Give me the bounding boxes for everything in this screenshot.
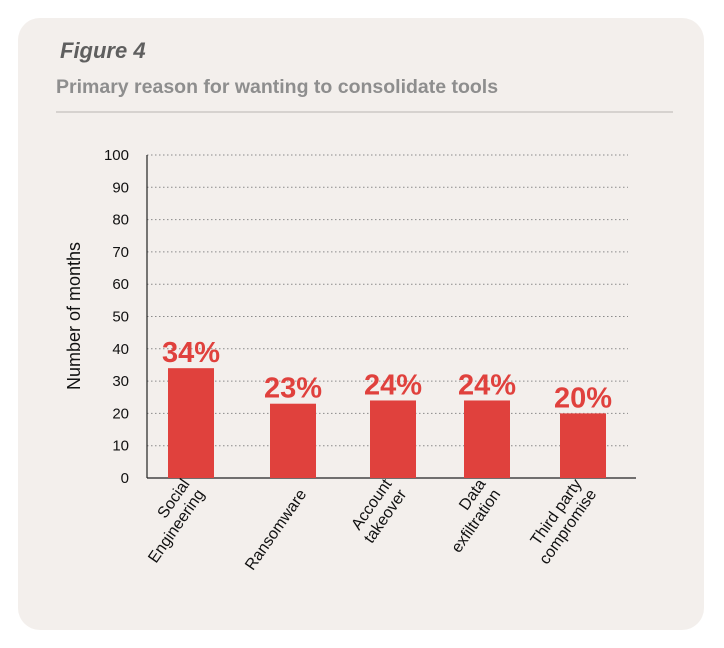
y-axis-title: Number of months [64,242,84,390]
data-label: 34% [162,337,220,369]
y-tick-label: 10 [112,438,129,455]
x-tick-label: Third partycompromise [522,476,601,568]
y-tick-label: 0 [121,470,129,487]
y-tick-label: 80 [112,212,129,229]
bar [270,403,316,478]
data-label: 24% [458,369,516,401]
x-tick-label: Ransomware [242,486,310,573]
x-tick-label-line: Ransomware [242,486,310,573]
x-tick-label: Dataexfiltration [434,476,505,556]
data-label: 24% [364,369,422,401]
x-tick-label: SocialEngineering [131,476,209,566]
chart-title: Primary reason for wanting to consolidat… [56,76,499,98]
figure-label: Figure 4 [60,38,146,63]
y-tick-label: 30 [112,373,129,390]
data-label: 23% [264,373,322,405]
y-tick-label: 50 [112,309,129,326]
y-tick-label: 90 [112,179,129,196]
title-divider [56,111,673,113]
y-tick-label: 40 [112,341,129,358]
y-tick-label: 60 [112,276,129,293]
x-tick-label: Accounttakeover [346,476,410,547]
y-tick-label: 100 [104,147,129,164]
bar [370,400,416,478]
y-tick-label: 20 [112,405,129,422]
figure-card [18,18,704,630]
bar [464,400,510,478]
data-label: 20% [554,382,612,414]
y-tick-label: 70 [112,244,129,261]
bar [560,413,606,478]
bar [168,368,214,478]
